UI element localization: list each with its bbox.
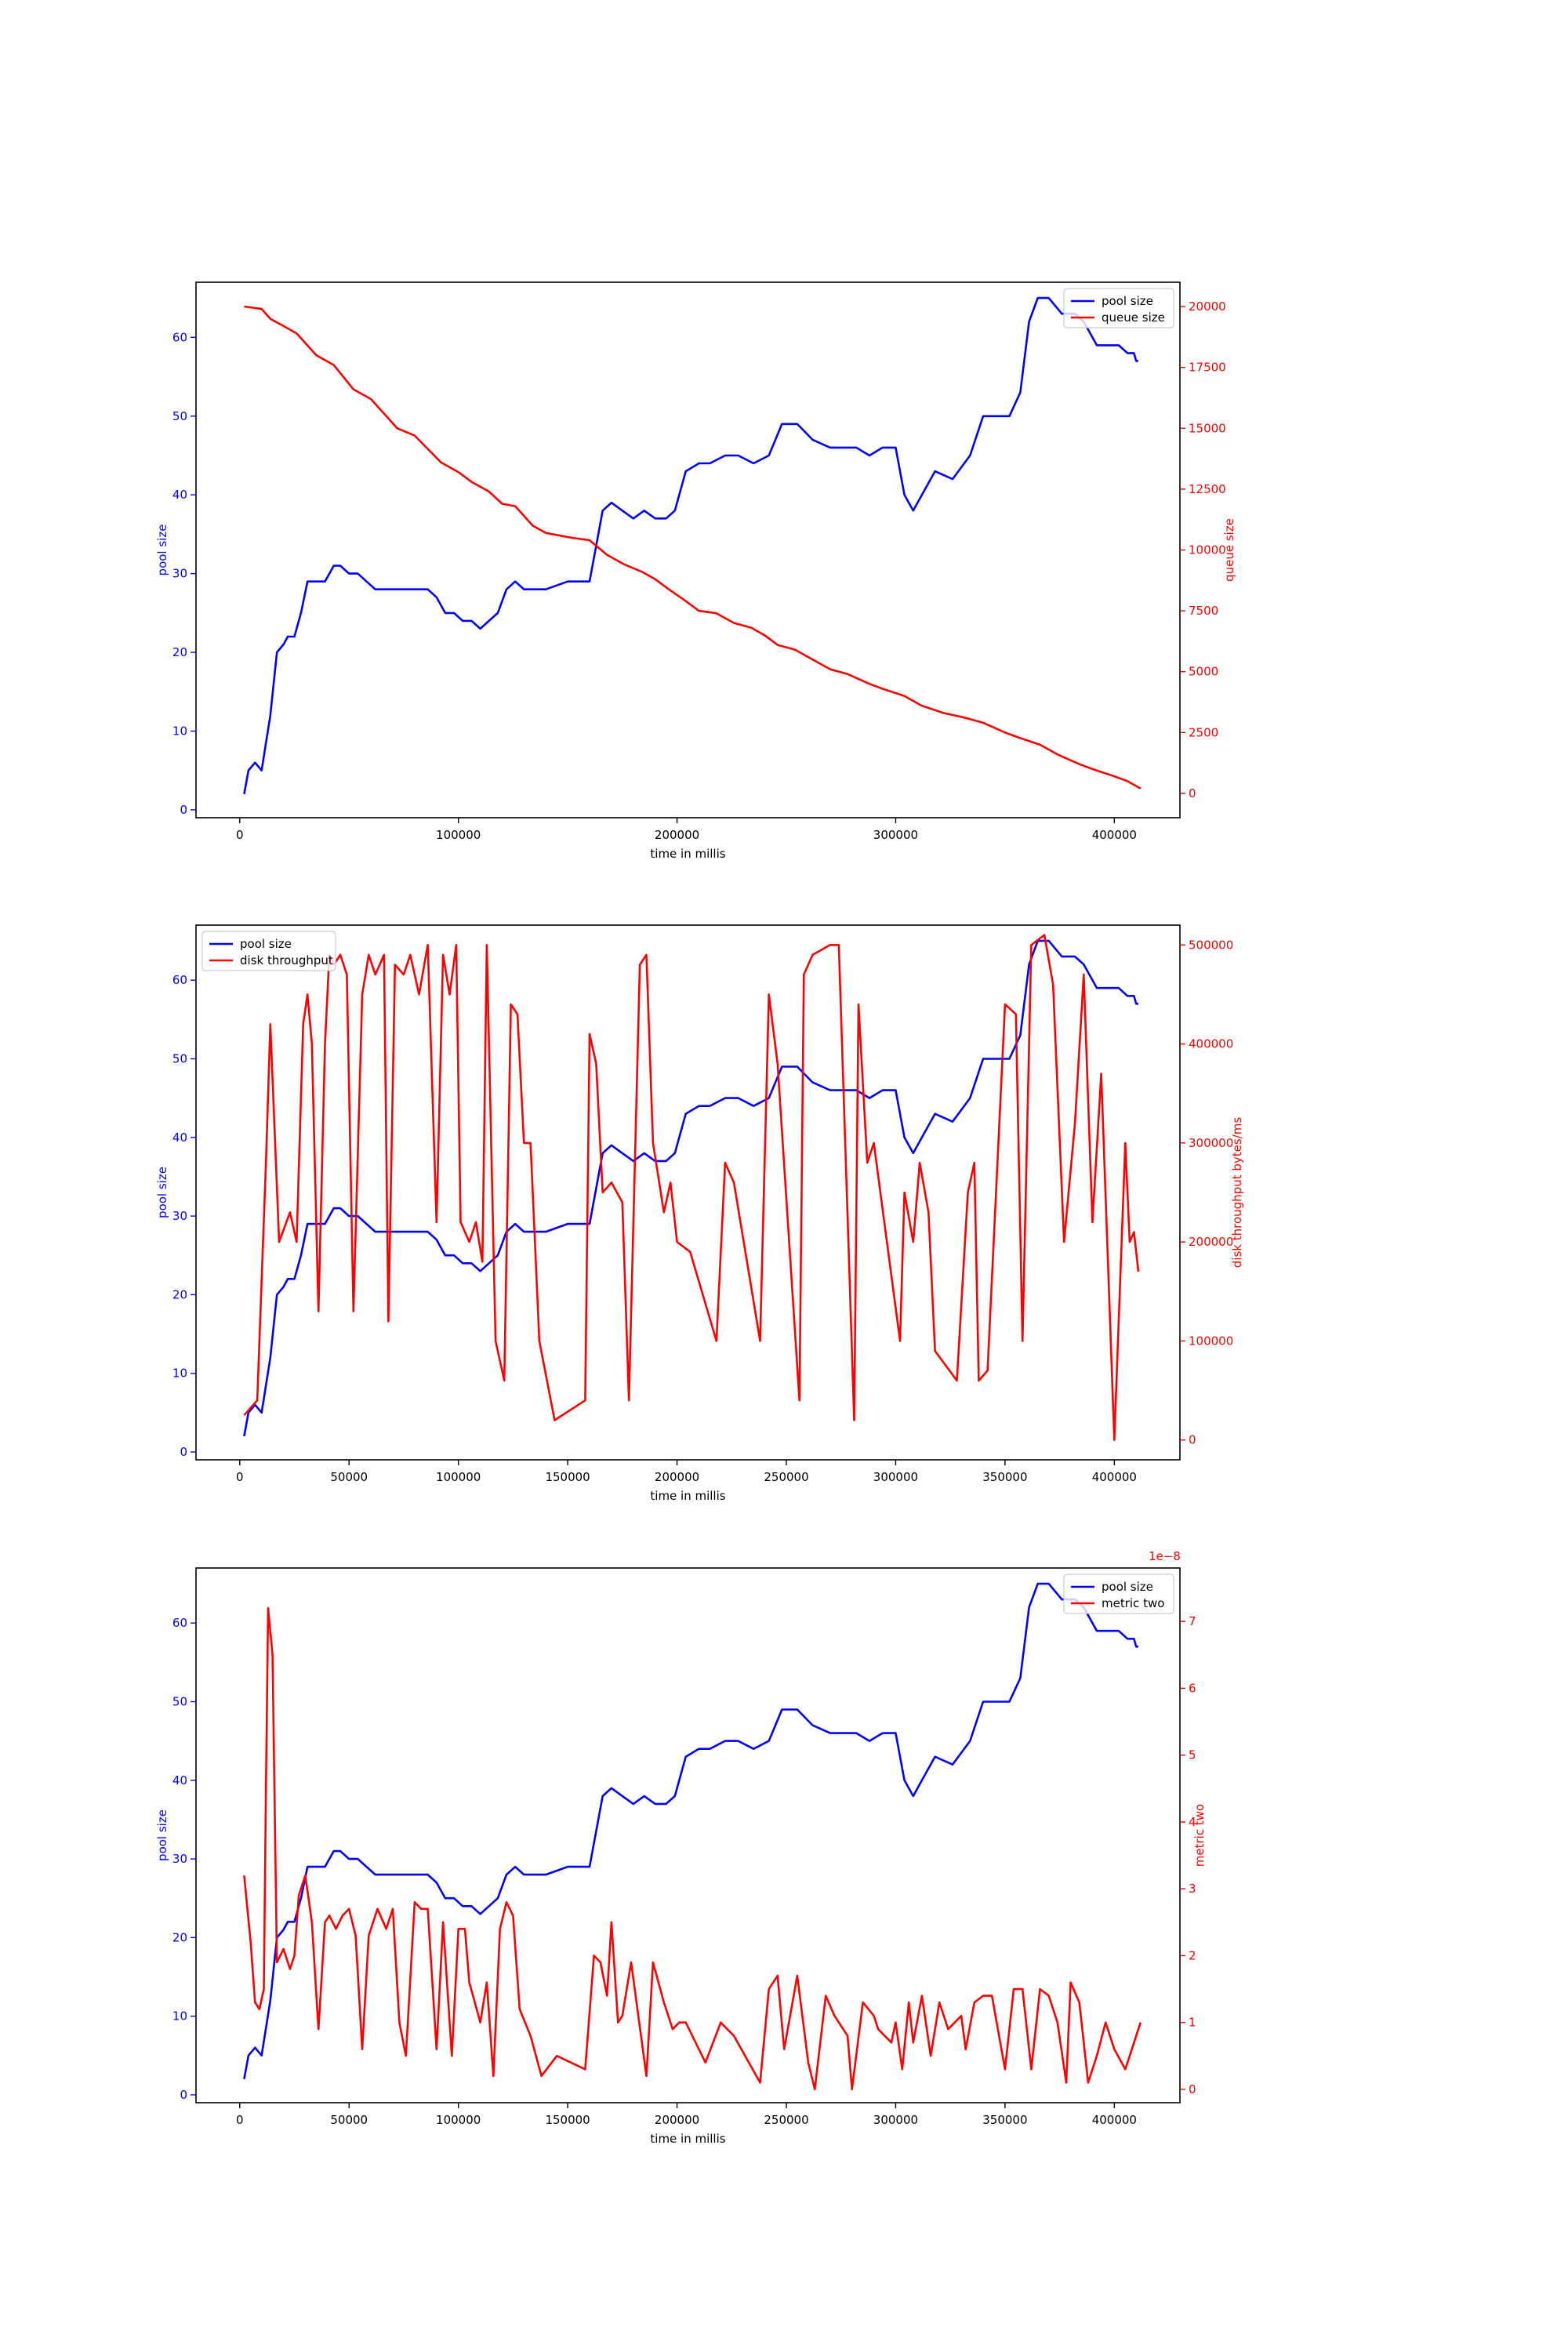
right-tick-label: 100000: [1189, 1334, 1233, 1348]
legend-label: pool size: [240, 937, 292, 951]
series-line-queue-size: [244, 305, 1142, 789]
right-tick-label: 5000: [1189, 665, 1218, 679]
right-tick-label: 20000: [1189, 299, 1226, 314]
chart-panel-3: 0 50000 100000 150000 200000 250000 300000 3500…: [155, 1549, 1207, 2146]
right-tick-label: 5: [1189, 1748, 1196, 1762]
left-tick-label: 20: [172, 645, 187, 659]
series-line-metric-two: [243, 1606, 1142, 2091]
right-tick-label: 10000: [1189, 543, 1226, 557]
legend-label: pool size: [1102, 1580, 1153, 1594]
left-tick-label: 60: [172, 1616, 187, 1630]
x-tick-label: 350000: [982, 1470, 1027, 1484]
series-line-pool-size: [243, 296, 1138, 795]
left-tick-label: 0: [180, 2088, 187, 2102]
legend: pool size metric two: [1063, 1573, 1174, 1614]
plot-frame: [195, 1567, 1181, 2103]
left-tick-label: 40: [172, 488, 187, 502]
right-tick-label: 3: [1189, 1882, 1196, 1896]
x-tick-label: 200000: [655, 2113, 699, 2127]
left-tick-label: 40: [172, 1131, 187, 1145]
right-tick-label: 0: [1189, 1433, 1196, 1447]
x-tick-label: 400000: [1092, 828, 1137, 842]
x-tick-label: 150000: [545, 1470, 590, 1484]
x-tick-label: 100000: [436, 2113, 481, 2127]
left-tick-label: 0: [180, 803, 187, 817]
right-tick-label: 1: [1189, 2016, 1196, 2030]
x-tick-label: 300000: [873, 828, 918, 842]
x-tick-label: 400000: [1092, 1470, 1137, 1484]
x-tick-label: 50000: [330, 1470, 368, 1484]
right-tick-label: 7500: [1189, 604, 1218, 618]
right-tick-label: 15000: [1189, 421, 1226, 435]
right-tick-label: 2: [1189, 1948, 1196, 1962]
legend-box: [201, 931, 336, 971]
left-tick-label: 30: [172, 1852, 187, 1866]
x-tick-label: 100000: [436, 1470, 481, 1484]
right-tick-label: 500000: [1189, 938, 1233, 952]
right-axis-offset-text: 1e−8: [1149, 1549, 1181, 1563]
legend: pool size queue size: [1063, 288, 1174, 328]
right-tick-label: 400000: [1189, 1037, 1233, 1051]
x-tick-label: 150000: [545, 2113, 590, 2127]
chart-panel-2: 0 50000 100000 150000 200000 250000 300000 3500…: [155, 924, 1244, 1503]
legend-label: disk throughput: [240, 953, 333, 967]
right-tick-label: 17500: [1189, 361, 1226, 375]
series-line-disk-throughput: [243, 934, 1140, 1441]
right-tick-label: 300000: [1189, 1136, 1233, 1150]
right-tick-label: 0: [1189, 786, 1196, 800]
x-tick-label: 100000: [436, 828, 481, 842]
left-tick-label: 0: [180, 1445, 187, 1459]
x-tick-label: 50000: [330, 2113, 368, 2127]
right-tick-label: 4: [1189, 1815, 1196, 1829]
right-axis-label: queue size: [1222, 518, 1236, 582]
legend-label: metric two: [1102, 1596, 1164, 1610]
left-tick-label: 50: [172, 1052, 187, 1066]
right-tick-label: 12500: [1189, 482, 1226, 496]
right-axis-label: metric two: [1192, 1804, 1207, 1867]
left-tick-label: 60: [172, 973, 187, 987]
x-tick-label: 0: [236, 828, 244, 842]
legend-label: queue size: [1102, 310, 1165, 325]
right-tick-label: 7: [1189, 1614, 1196, 1628]
right-tick-label: 200000: [1189, 1235, 1233, 1249]
plot-frame: [195, 924, 1181, 1461]
x-axis-label: time in millis: [650, 1489, 725, 1503]
left-tick-label: 30: [172, 567, 187, 581]
left-tick-label: 20: [172, 1930, 187, 1944]
left-tick-label: 10: [172, 724, 187, 739]
series-line-pool-size: [243, 1582, 1138, 2080]
left-tick-label: 20: [172, 1287, 187, 1301]
right-tick-label: 2500: [1189, 725, 1218, 739]
left-tick-label: 30: [172, 1209, 187, 1223]
plot-frame: [195, 281, 1181, 818]
x-tick-label: 300000: [873, 2113, 918, 2127]
x-tick-label: 0: [236, 2113, 244, 2127]
legend-label: pool size: [1102, 294, 1153, 308]
left-tick-label: 10: [172, 2009, 187, 2024]
x-axis-label: time in millis: [650, 2132, 725, 2146]
left-tick-label: 10: [172, 1367, 187, 1381]
x-tick-label: 300000: [873, 1470, 918, 1484]
x-tick-label: 400000: [1092, 2113, 1137, 2127]
x-tick-label: 250000: [764, 1470, 808, 1484]
right-tick-label: 6: [1189, 1681, 1196, 1695]
left-axis-label: pool size: [155, 1167, 169, 1218]
legend: pool size disk throughput: [201, 931, 336, 971]
x-tick-label: 250000: [764, 2113, 808, 2127]
left-tick-label: 50: [172, 409, 187, 423]
left-tick-label: 40: [172, 1773, 187, 1788]
left-tick-label: 50: [172, 1695, 187, 1709]
right-tick-label: 0: [1189, 2082, 1196, 2096]
x-tick-label: 0: [236, 1470, 244, 1484]
left-tick-label: 60: [172, 330, 187, 344]
x-tick-label: 200000: [655, 828, 699, 842]
x-axis-label: time in millis: [650, 847, 725, 861]
x-tick-label: 350000: [982, 2113, 1027, 2127]
x-tick-label: 200000: [655, 1470, 699, 1484]
left-axis-label: pool size: [155, 524, 169, 576]
right-axis-label: disk throughput bytes/ms: [1230, 1117, 1244, 1269]
left-axis-label: pool size: [155, 1809, 169, 1861]
